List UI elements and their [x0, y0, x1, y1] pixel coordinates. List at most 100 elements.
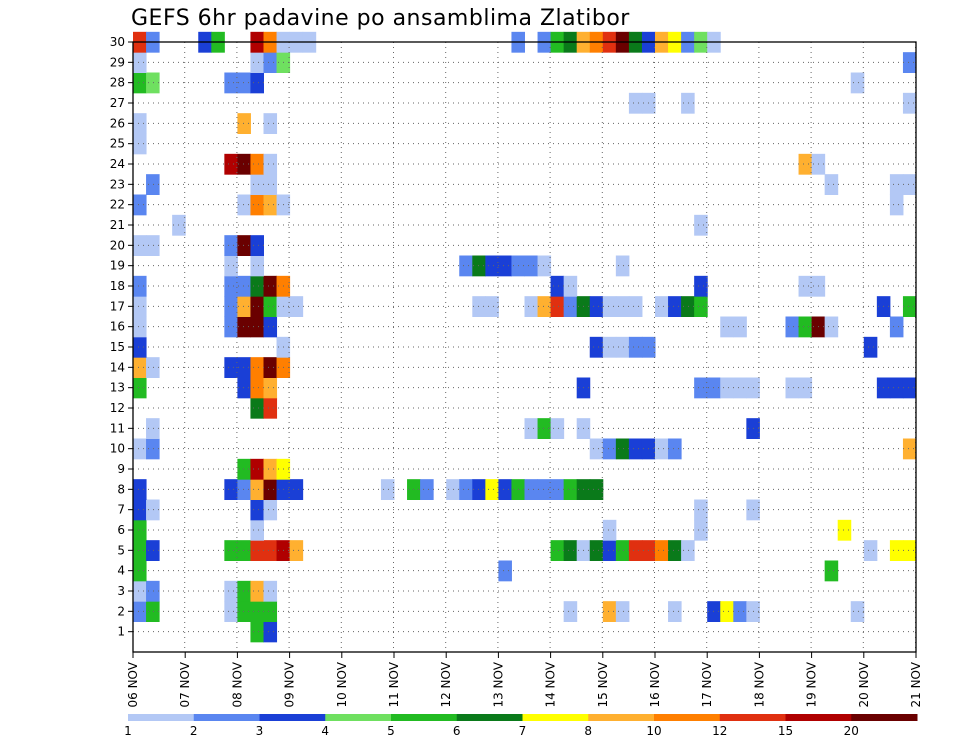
heatmap-cell — [250, 316, 264, 338]
heatmap-cell — [498, 479, 512, 500]
y-tick-label: 19 — [110, 259, 125, 273]
heatmap-cell — [694, 377, 708, 399]
heatmap-cell — [589, 296, 604, 317]
x-tick-label: 07 NOV — [178, 661, 192, 707]
heatmap-cell — [250, 621, 264, 643]
heatmap-cell — [146, 418, 160, 439]
heatmap-cell — [537, 296, 552, 317]
heatmap-cell — [615, 255, 630, 277]
heatmap-cell — [224, 479, 238, 500]
heatmap-cell — [602, 296, 617, 317]
heatmap-cell — [668, 438, 682, 460]
heatmap-cell — [694, 214, 708, 236]
heatmap-cell — [237, 153, 251, 175]
heatmap-cell — [733, 601, 747, 622]
heatmap-cell — [133, 72, 147, 94]
heatmap-cell — [263, 479, 278, 500]
heatmap-cell — [524, 255, 539, 277]
heatmap-cell — [537, 479, 552, 500]
x-tick-label: 11 NOV — [387, 661, 401, 707]
x-tick-label: 06 NOV — [126, 661, 140, 707]
heatmap-cell — [681, 92, 695, 114]
heatmap-cell — [837, 519, 852, 541]
heatmap-cell — [733, 316, 747, 338]
heatmap-cell — [146, 601, 160, 622]
heatmap-cell — [485, 296, 499, 317]
heatmap-cell — [146, 357, 160, 378]
heatmap-cell — [133, 275, 147, 297]
heatmap-cell — [655, 296, 669, 317]
heatmap-cell — [133, 377, 147, 399]
y-tick-label: 17 — [110, 299, 125, 313]
y-tick-label: 10 — [110, 442, 125, 456]
legend-color-swatch — [588, 714, 655, 721]
chart-title: GEFS 6hr padavine po ansamblima Zlatibor — [131, 6, 630, 31]
heatmap-cell — [550, 296, 565, 317]
y-tick-label: 2 — [117, 604, 125, 618]
legend-color-swatch — [522, 714, 589, 721]
heatmap-cell — [237, 194, 251, 216]
heatmap-cell — [250, 499, 264, 521]
heatmap-cell — [289, 296, 304, 317]
legend-color-swatch — [391, 714, 458, 721]
heatmap-cell — [485, 255, 499, 277]
legend-label: 7 — [519, 724, 527, 738]
x-tick-label: 14 NOV — [544, 661, 558, 707]
heatmap-cell — [524, 296, 539, 317]
heatmap-cell — [785, 377, 800, 399]
heatmap-cell — [263, 194, 278, 216]
heatmap-cell — [615, 540, 630, 561]
heatmap-cell — [133, 113, 147, 134]
x-tick-label: 09 NOV — [283, 661, 297, 707]
x-tick-label: 21 NOV — [909, 661, 923, 707]
x-tick-label: 16 NOV — [648, 661, 662, 707]
heatmap-cell — [250, 580, 264, 602]
heatmap-cell — [602, 601, 617, 622]
legend-label: 12 — [712, 724, 727, 738]
heatmap-cell — [563, 275, 578, 297]
heatmap-cell — [250, 519, 264, 541]
heatmap-cell — [798, 316, 813, 338]
y-tick-label: 25 — [110, 137, 125, 151]
heatmap-cell — [498, 255, 512, 277]
heatmap-cell — [694, 275, 708, 297]
legend-color-swatch — [785, 714, 852, 721]
y-tick-label: 24 — [110, 157, 125, 171]
heatmap-cell — [263, 174, 278, 195]
heatmap-cell — [498, 560, 512, 582]
heatmap-cell — [628, 296, 643, 317]
heatmap-cell — [628, 540, 643, 561]
heatmap-cell — [615, 438, 630, 460]
y-tick-label: 12 — [110, 401, 125, 415]
heatmap-cell — [668, 601, 682, 622]
heatmap-cell — [133, 357, 147, 378]
heatmap-cell — [524, 418, 539, 439]
heatmap-cell — [289, 479, 304, 500]
heatmap-cell — [263, 296, 278, 317]
heatmap-cell — [250, 397, 264, 419]
heatmap-cell — [263, 52, 278, 73]
x-tick-label: 18 NOV — [752, 661, 766, 707]
heatmap-cell — [250, 235, 264, 256]
heatmap-cell — [224, 296, 238, 317]
heatmap-cell — [146, 174, 160, 195]
heatmap-cell — [589, 479, 604, 500]
heatmap-cell — [902, 377, 917, 399]
x-tick-label: 19 NOV — [805, 661, 819, 707]
heatmap-cell — [889, 174, 904, 195]
heatmap-cell — [133, 540, 147, 561]
heatmap-cell — [237, 540, 251, 561]
heatmap-cell — [133, 560, 147, 582]
heatmap-cell — [902, 52, 917, 73]
heatmap-cell — [250, 52, 264, 73]
legend-color-swatch — [128, 714, 195, 721]
heatmap-cell — [250, 601, 264, 622]
heatmap-cell — [237, 296, 251, 317]
heatmap-cell — [550, 479, 565, 500]
heatmap-cell — [668, 540, 682, 561]
heatmap-cell — [902, 92, 917, 114]
legend-label: 4 — [321, 724, 329, 738]
heatmap-cell — [563, 479, 578, 500]
heatmap-cell — [237, 479, 251, 500]
